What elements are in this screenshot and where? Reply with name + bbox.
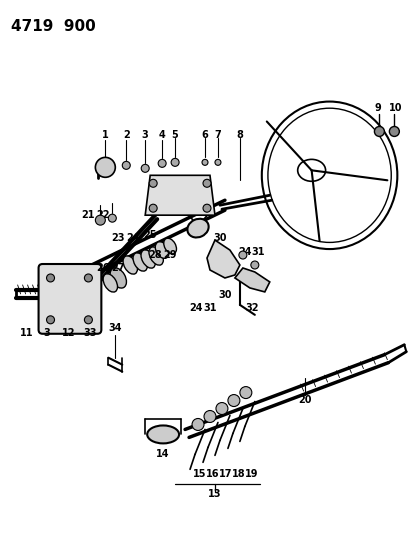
Text: 28: 28: [148, 250, 162, 260]
Text: 12: 12: [62, 328, 75, 338]
Circle shape: [389, 126, 399, 136]
FancyBboxPatch shape: [39, 264, 102, 334]
Circle shape: [141, 164, 149, 172]
Text: 4719  900: 4719 900: [11, 19, 95, 34]
Ellipse shape: [103, 274, 118, 292]
Circle shape: [122, 161, 130, 169]
Text: 18: 18: [232, 469, 246, 479]
Circle shape: [95, 157, 115, 177]
Ellipse shape: [133, 253, 148, 271]
Text: 22: 22: [97, 210, 110, 220]
Text: 6: 6: [202, 131, 208, 140]
Circle shape: [202, 159, 208, 165]
Text: 21: 21: [82, 210, 95, 220]
Text: 2: 2: [123, 131, 129, 140]
Text: 32: 32: [245, 303, 259, 313]
Ellipse shape: [147, 425, 179, 443]
Text: 8: 8: [236, 131, 243, 140]
Text: 11: 11: [20, 328, 33, 338]
Ellipse shape: [141, 250, 155, 268]
Circle shape: [240, 386, 252, 399]
Circle shape: [203, 204, 211, 212]
Text: 25: 25: [143, 230, 157, 240]
Text: 5: 5: [172, 131, 178, 140]
Text: 4: 4: [159, 131, 166, 140]
Ellipse shape: [155, 242, 169, 259]
Text: 20: 20: [298, 394, 312, 405]
Text: 10: 10: [389, 102, 402, 112]
Circle shape: [46, 316, 55, 324]
Circle shape: [158, 159, 166, 167]
Ellipse shape: [164, 238, 176, 254]
Text: 3: 3: [142, 131, 149, 140]
Text: 29: 29: [163, 250, 177, 260]
Text: 9: 9: [374, 102, 381, 112]
Circle shape: [84, 316, 92, 324]
Text: 30: 30: [213, 233, 227, 243]
Text: 1: 1: [102, 131, 109, 140]
Text: 7: 7: [215, 131, 222, 140]
Circle shape: [149, 204, 157, 212]
Text: 24: 24: [127, 233, 140, 243]
Circle shape: [215, 159, 221, 165]
Circle shape: [251, 261, 259, 269]
Polygon shape: [207, 240, 240, 278]
Text: 16: 16: [206, 469, 220, 479]
Text: 14: 14: [157, 449, 170, 459]
Text: 33: 33: [84, 328, 97, 338]
Ellipse shape: [149, 247, 163, 265]
Text: 31: 31: [251, 247, 265, 257]
Circle shape: [192, 418, 204, 431]
Polygon shape: [145, 175, 215, 215]
Circle shape: [228, 394, 240, 407]
Circle shape: [239, 251, 247, 259]
Polygon shape: [235, 268, 270, 292]
Text: 13: 13: [208, 489, 222, 499]
Ellipse shape: [187, 219, 209, 238]
Text: 27: 27: [111, 263, 125, 273]
Circle shape: [109, 214, 116, 222]
Text: 17: 17: [219, 469, 233, 479]
Text: 26: 26: [97, 263, 110, 273]
Circle shape: [203, 179, 211, 187]
Circle shape: [204, 410, 216, 423]
Text: 19: 19: [245, 469, 259, 479]
Circle shape: [149, 179, 157, 187]
Text: 31: 31: [203, 303, 217, 313]
Text: 23: 23: [111, 233, 125, 243]
Ellipse shape: [123, 256, 137, 274]
Circle shape: [84, 274, 92, 282]
Text: 24: 24: [238, 247, 252, 257]
Circle shape: [216, 402, 228, 415]
Circle shape: [46, 274, 55, 282]
Circle shape: [95, 215, 105, 225]
Text: 15: 15: [193, 469, 207, 479]
Text: 3: 3: [43, 328, 50, 338]
Ellipse shape: [110, 268, 127, 288]
Text: 24: 24: [189, 303, 203, 313]
Text: 34: 34: [109, 323, 122, 333]
Circle shape: [171, 158, 179, 166]
Circle shape: [374, 126, 384, 136]
Text: 30: 30: [218, 290, 232, 300]
